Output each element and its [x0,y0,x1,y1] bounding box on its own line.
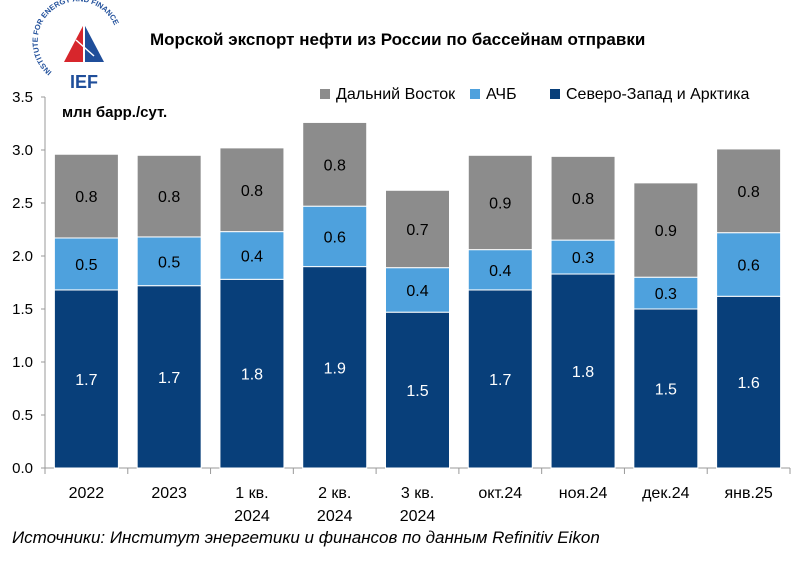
data-label: 0.4 [241,248,263,265]
data-label: 1.8 [572,364,594,381]
y-tick-label: 2.5 [12,195,33,212]
bar-segment [467,249,533,291]
legend-swatch [550,89,560,99]
bar-segment [467,289,533,469]
data-label: 0.5 [75,257,97,274]
bar-segment [53,153,119,239]
x-category-label: 2023 [151,485,187,502]
bar-segment [633,182,699,278]
legend-label: Дальний Восток [336,86,456,103]
x-category-label: дек.24 [642,485,690,502]
bar-segment [467,154,533,251]
bar-segment [219,278,285,469]
x-category-label: 2024 [234,508,270,525]
data-label: 0.8 [241,183,263,200]
bar-segment [219,147,285,233]
x-category-label: 2 кв. [318,485,351,502]
data-label: 0.3 [655,286,677,303]
x-category-label: окт.24 [478,485,522,502]
y-tick-label: 1.0 [12,354,33,371]
bar-segment [716,148,782,234]
x-category-label: 2024 [317,508,353,525]
legend-swatch [470,89,480,99]
bar-segment [385,311,450,469]
x-category-label: 1 кв. [235,485,268,502]
logo-stripe-2 [75,39,95,57]
chart-title: Морской экспорт нефти из России по бассе… [150,30,646,49]
bar-segment [550,155,616,241]
x-category-label: 3 кв. [401,485,434,502]
legend-label: Северо-Запад и Арктика [566,86,749,103]
data-label: 1.7 [75,372,97,389]
bar-segment [633,308,699,469]
bar-segment [550,239,616,275]
bar-segment [633,276,699,310]
data-label: 1.8 [241,367,263,384]
data-label: 1.7 [158,370,180,387]
data-label: 0.5 [158,254,180,271]
data-label: 0.6 [324,229,346,246]
bar-segment [53,237,119,291]
y-tick-label: 3.5 [12,89,33,106]
bar-segment [716,295,782,469]
data-label: 0.8 [158,189,180,206]
data-label: 1.7 [489,372,511,389]
data-label: 0.7 [406,222,428,239]
data-label: 0.4 [406,283,428,300]
bar-segment [219,231,285,280]
bar-segment [716,232,782,297]
bar-segment [136,285,202,469]
data-label: 0.4 [489,263,511,280]
y-tick-label: 3.0 [12,142,33,159]
data-label: 0.8 [737,184,759,201]
bar-segment [53,289,119,469]
bar-segment [385,189,450,269]
bar-segment [385,267,450,313]
y-tick-label: 0.0 [12,460,33,477]
x-category-label: янв.25 [724,485,772,502]
ief-logo: INSTITUTE FOR ENERGY AND FINANCE IEF [31,0,121,92]
data-label: 0.8 [572,191,594,208]
x-category-label: ноя.24 [559,485,608,502]
bar-segment [302,266,368,469]
data-label: 0.8 [75,189,97,206]
y-tick-label: 0.5 [12,407,33,424]
data-label: 0.3 [572,250,594,267]
legend-label: АЧБ [486,86,517,103]
legend-swatch [320,89,330,99]
logo-sail-red [64,24,84,62]
data-label: 0.9 [655,223,677,240]
data-label: 1.5 [655,382,677,399]
source-note: Источники: Институт энергетики и финансо… [12,528,600,547]
bar-segment [302,205,368,268]
y-tick-label: 2.0 [12,248,33,265]
y-unit-label: млн барр./сут. [62,104,167,121]
bar-segment [136,154,202,238]
data-label: 1.9 [324,360,346,377]
data-label: 0.9 [489,195,511,212]
data-label: 0.6 [737,257,759,274]
x-category-label: 2024 [400,508,436,525]
data-label: 0.8 [324,157,346,174]
data-label: 1.6 [737,375,759,392]
logo-abbr: IEF [70,72,98,92]
x-category-label: 2022 [69,485,105,502]
y-tick-label: 1.5 [12,301,33,318]
data-label: 1.5 [406,383,428,400]
bar-segment [550,273,616,469]
bar-segment [302,121,368,207]
